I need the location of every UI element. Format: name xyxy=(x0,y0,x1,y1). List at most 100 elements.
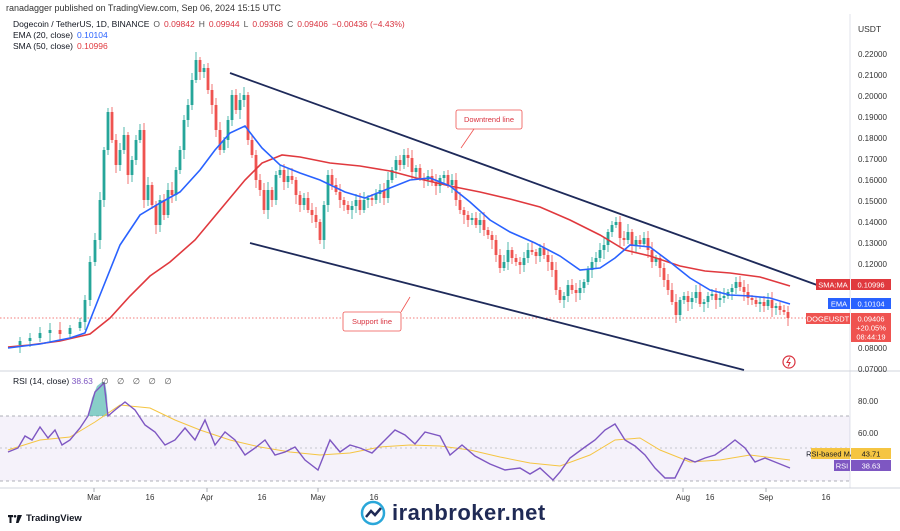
sma-legend-value: 0.10996 xyxy=(77,41,108,51)
candle-body xyxy=(138,130,142,140)
candle-body xyxy=(522,258,526,265)
candle-body xyxy=(194,60,198,80)
candle-body xyxy=(362,200,366,210)
time-axis-label: 16 xyxy=(370,493,379,502)
candle-body xyxy=(326,175,330,205)
watermark-text: iranbroker.net xyxy=(392,500,546,525)
rsi-axis[interactable]: 80.00 60.00 xyxy=(858,397,879,438)
candle-body xyxy=(494,240,498,255)
candle-body xyxy=(190,80,194,105)
candle-body xyxy=(710,294,714,296)
candle-body xyxy=(734,282,738,288)
candle-body xyxy=(178,150,182,170)
candle-body xyxy=(542,248,546,255)
rsi-ma-badge-value: 43.71 xyxy=(862,450,881,459)
time-axis-label: Mar xyxy=(87,493,101,502)
candle-body xyxy=(374,194,378,200)
candle-body xyxy=(706,296,710,302)
price-axis-label: 0.19000 xyxy=(858,113,887,122)
candle-body xyxy=(410,158,414,172)
candle-body xyxy=(538,248,542,256)
candle-body xyxy=(466,215,470,220)
candle-body xyxy=(526,250,530,258)
candle-body xyxy=(266,190,270,210)
candle-body xyxy=(638,240,642,244)
candle-body xyxy=(166,190,170,215)
candle-body xyxy=(28,338,32,341)
candle-body xyxy=(654,258,658,262)
rsi-badge-value: 38.63 xyxy=(862,462,881,471)
candle-body xyxy=(310,210,314,215)
candle-body xyxy=(670,290,674,302)
rsi-badge-label: RSI xyxy=(836,462,849,471)
candle-body xyxy=(622,238,626,240)
candle-body xyxy=(750,298,754,300)
candle-body xyxy=(114,140,118,165)
candle-body xyxy=(358,200,362,210)
time-axis-label: 16 xyxy=(706,493,715,502)
candle-body xyxy=(530,250,534,252)
downtrend-annotation[interactable]: Downtrend line xyxy=(455,109,523,149)
candle-body xyxy=(718,298,722,300)
time-axis-label: May xyxy=(310,493,325,502)
candle-body xyxy=(642,238,646,244)
candle-body xyxy=(498,255,502,268)
ema-legend-label[interactable]: EMA (20, close) xyxy=(13,30,73,40)
candle-body xyxy=(118,150,122,165)
candle-body xyxy=(406,155,410,158)
candle-body xyxy=(146,185,150,200)
candle-body xyxy=(702,302,706,304)
time-axis[interactable]: Mar 16 Apr 16 May 16 Aug 16 Sep 16 xyxy=(87,493,831,502)
candle-body xyxy=(258,180,262,190)
candle-body xyxy=(214,105,218,130)
ema-badge: EMA 0.10104 xyxy=(828,298,891,309)
downtrend-line[interactable] xyxy=(229,72,818,286)
price-axis-label: 0.17000 xyxy=(858,155,887,164)
candle-body xyxy=(218,130,222,150)
candle-body xyxy=(302,198,306,205)
candle-body xyxy=(58,330,62,334)
candle-body xyxy=(506,250,510,262)
candle-body xyxy=(602,245,606,250)
flash-icon[interactable] xyxy=(782,355,796,369)
rsi-ma-line xyxy=(7,404,791,467)
candle-body xyxy=(778,306,782,310)
price-axis-label: 0.22000 xyxy=(858,50,887,59)
candle-body xyxy=(102,150,106,200)
candle-body xyxy=(550,262,554,270)
candle-body xyxy=(770,300,774,308)
candle-body xyxy=(762,302,766,306)
candle-body xyxy=(462,210,466,215)
time-axis-label: Sep xyxy=(759,493,774,502)
support-annotation[interactable]: Support line xyxy=(342,296,411,332)
change-value: −0.00436 (−4.43%) xyxy=(331,19,405,29)
currency-label[interactable]: USDT xyxy=(858,24,882,34)
support-annotation-text: Support line xyxy=(352,317,392,326)
time-axis-label: 16 xyxy=(146,493,155,502)
rsi-legend-label[interactable]: RSI (14, close) xyxy=(13,376,70,386)
candle-body xyxy=(382,190,386,198)
candle-body xyxy=(126,135,130,175)
candle-body xyxy=(534,252,538,256)
candle-body xyxy=(582,282,586,288)
sma-badge-label: SMA:MA xyxy=(818,281,848,290)
candle-body xyxy=(202,68,206,72)
candle-body xyxy=(186,105,190,120)
sma-legend-label[interactable]: SMA (50, close) xyxy=(13,41,73,51)
low-value: 0.09368 xyxy=(252,19,284,29)
symbol-title[interactable]: Dogecoin / TetherUS, 1D, BINANCE xyxy=(13,19,150,29)
price-axis[interactable]: 0.22000 0.21000 0.20000 0.19000 0.18000 0.170… xyxy=(858,50,887,374)
candle-body xyxy=(630,232,634,246)
rsi-badge: RSI 38.63 xyxy=(834,460,891,471)
candle-body xyxy=(18,341,22,345)
candle-body xyxy=(474,218,478,225)
candle-body xyxy=(106,112,110,150)
candle-body xyxy=(774,306,778,308)
tradingview-logo[interactable]: TradingView xyxy=(8,513,82,524)
support-line[interactable] xyxy=(249,242,745,371)
price-axis-label: 0.12000 xyxy=(858,260,887,269)
candle-body xyxy=(646,238,650,250)
candle-body xyxy=(698,292,702,304)
candlestick-series xyxy=(18,52,790,353)
